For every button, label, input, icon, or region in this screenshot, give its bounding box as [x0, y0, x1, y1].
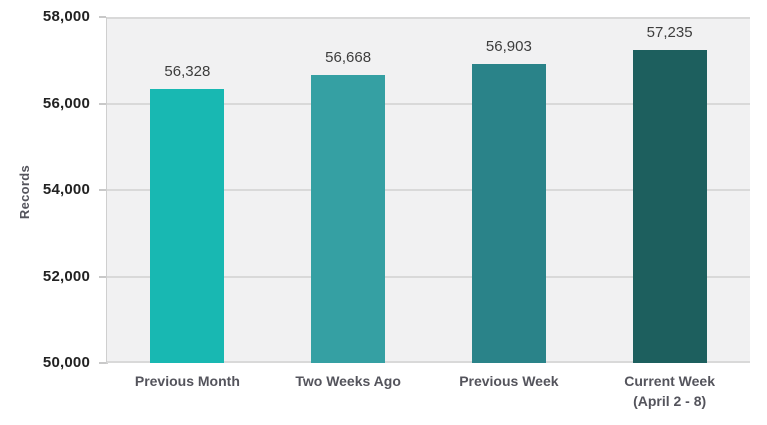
x-axis-labels: Previous Month Two Weeks Ago Previous Week… [107, 371, 750, 421]
y-tick-mark [99, 16, 106, 18]
y-tick-label: 54,000 [42, 181, 90, 198]
bar-data-label: 56,668 [325, 48, 372, 66]
y-tick-label: 56,000 [42, 94, 90, 112]
y-tick-mark [99, 102, 106, 105]
x-axis-sublabel-text: (April 2 - 8) [633, 393, 707, 409]
bar-data-label: 56,903 [485, 38, 532, 56]
bar-2[interactable] [311, 74, 386, 363]
x-axis-label-3: Previous Week [429, 371, 590, 421]
bar-1[interactable] [150, 89, 225, 363]
x-axis-label-1: Previous Month [107, 371, 268, 421]
y-tick-mark [99, 275, 106, 278]
x-axis-label-text: Two Weeks Ago [295, 373, 401, 389]
bar-4[interactable] [632, 50, 707, 363]
y-tick-mark [99, 362, 106, 364]
gridline [107, 102, 750, 105]
y-tick-label: 52,000 [42, 267, 90, 285]
x-axis-label-text: Current Week [624, 373, 716, 389]
y-tick-label: 58,000 [42, 8, 90, 25]
bar-data-label: 57,235 [646, 24, 693, 42]
y-tick-label: 50,000 [42, 354, 90, 371]
gridline [107, 17, 750, 19]
bar-data-label: 56,328 [164, 63, 211, 81]
x-axis-label-4: Current Week (April 2 - 8) [589, 371, 750, 421]
x-axis-label-text: Previous Month [134, 373, 240, 389]
y-tick-mark [99, 189, 106, 191]
x-axis-label-2: Two Weeks Ago [268, 371, 429, 421]
gridline [107, 189, 750, 191]
gridline [107, 275, 750, 278]
bar-3[interactable] [471, 64, 546, 363]
gridline [107, 361, 750, 363]
x-axis-label-text: Previous Week [459, 373, 559, 389]
